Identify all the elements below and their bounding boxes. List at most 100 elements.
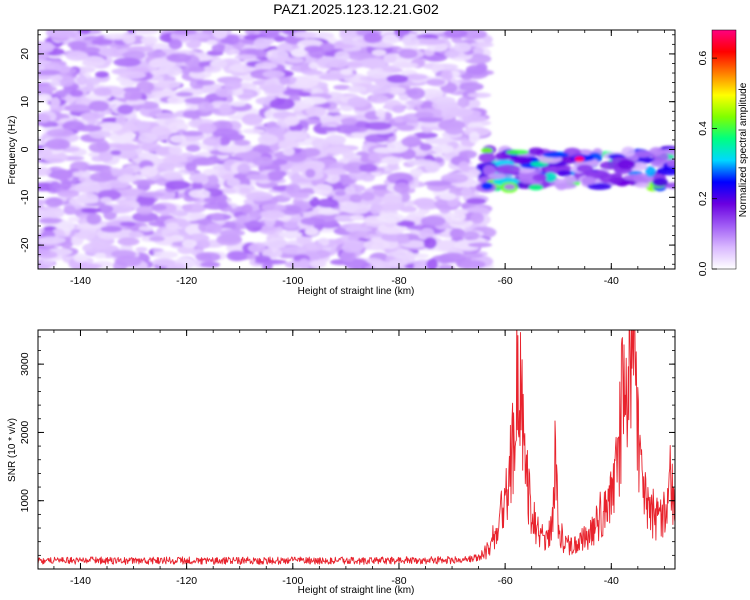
heatmap-cell — [196, 79, 215, 86]
heatmap-cell — [634, 182, 650, 188]
heatmap-cell — [171, 210, 188, 217]
x-tick-label: -140 — [70, 575, 91, 587]
heatmap-cell — [361, 174, 375, 182]
heatmap-cell — [656, 166, 675, 176]
heatmap-cell — [347, 85, 367, 93]
heatmap-cell — [446, 107, 474, 117]
heatmap-cell — [414, 111, 434, 119]
heatmap-cell — [460, 73, 473, 80]
colorbar-frame — [711, 29, 737, 270]
heatmap-cell — [381, 156, 402, 165]
heatmap-cell — [166, 222, 179, 230]
heatmap-cell — [509, 156, 532, 164]
heatmap-cell — [386, 74, 409, 84]
heatmap-cell — [79, 30, 91, 35]
heatmap-cell — [563, 175, 577, 184]
heatmap-cell — [38, 248, 51, 256]
heatmap-cell — [97, 204, 114, 214]
heatmap-cell — [167, 262, 186, 269]
heatmap-cell — [453, 42, 472, 53]
heatmap-cell — [80, 46, 101, 55]
heatmap-cell — [76, 193, 99, 204]
heatmap-cell — [132, 211, 159, 223]
heatmap-cell — [45, 197, 63, 208]
heatmap-cell — [281, 246, 309, 255]
heatmap-cell — [211, 43, 227, 53]
heatmap-cell — [382, 195, 403, 204]
heatmap-cell — [293, 31, 317, 39]
heatmap-cell — [469, 41, 494, 48]
heatmap-cell — [334, 190, 346, 197]
heatmap-cell — [458, 161, 470, 171]
x-tick-label: -100 — [282, 575, 303, 587]
heatmap-cell — [246, 174, 270, 181]
heatmap-cell — [278, 140, 300, 150]
heatmap-cell — [98, 151, 113, 162]
heatmap-cell — [202, 65, 222, 73]
heatmap-cell — [117, 174, 138, 183]
heatmap-cell — [175, 91, 194, 97]
heatmap-cell — [75, 105, 93, 112]
heatmap-cell — [189, 212, 207, 220]
heatmap-cell — [309, 260, 327, 268]
colorbar-gradient — [712, 30, 736, 269]
heatmap-cell — [113, 57, 142, 67]
heatmap-cell — [192, 157, 219, 166]
heatmap-cell — [133, 30, 159, 35]
x-tick-label: -40 — [604, 275, 619, 287]
heatmap-cell — [358, 163, 378, 173]
heatmap-cell — [279, 76, 291, 86]
heatmap-cell — [301, 69, 323, 76]
heatmap-cell — [291, 48, 307, 58]
heatmap-cell — [402, 254, 415, 264]
heatmap-cell — [304, 227, 319, 236]
heatmap-cell — [587, 182, 612, 190]
snr-y-axis-label: SNR (10 * v/v) — [7, 418, 18, 482]
heatmap-cell — [38, 93, 53, 103]
heatmap-cell — [285, 183, 301, 195]
heatmap-cell — [216, 233, 243, 246]
heatmap-cell — [440, 69, 453, 81]
heatmap-cell — [204, 222, 223, 234]
heatmap-cell — [649, 147, 664, 156]
heatmap-cell — [107, 203, 133, 214]
heatmap-cell — [470, 212, 485, 224]
heatmap-cell — [410, 168, 423, 177]
heatmap-cell — [406, 87, 426, 100]
heatmap-cell — [75, 124, 103, 132]
heatmap-cell — [234, 139, 251, 146]
heatmap-cell — [119, 79, 136, 87]
y-tick-label: -10 — [19, 190, 31, 205]
heatmap-cell — [439, 192, 457, 201]
heatmap-cell — [151, 125, 170, 136]
heatmap-cell — [217, 145, 243, 154]
heatmap-cell — [323, 168, 347, 176]
heatmap-cell — [65, 50, 89, 61]
heatmap-cell — [623, 174, 644, 181]
heatmap-cell — [234, 54, 258, 60]
heatmap-cell — [248, 243, 266, 253]
heatmap-cell — [57, 189, 80, 198]
heatmap-cell — [163, 171, 183, 181]
heatmap-cell — [200, 261, 221, 268]
heatmap-cell — [80, 207, 102, 214]
heatmap-cell — [309, 196, 320, 208]
heatmap-cell — [83, 56, 106, 67]
heatmap-cell — [304, 45, 323, 53]
heatmap-cell — [423, 237, 437, 250]
heatmap-cell — [481, 147, 493, 154]
heatmap-cell — [224, 34, 240, 45]
snr-panel: -140 -120 -100 -80 -60 -40 1000 2000 3000 Heigh… — [7, 329, 676, 596]
spectrogram-x-axis-label: Height of straight line (km) — [298, 286, 415, 297]
heatmap-cell — [396, 124, 415, 131]
snr-x-ticks: -140 -120 -100 -80 -60 -40 — [53, 330, 665, 587]
heatmap-cell — [478, 152, 496, 163]
heatmap-cell — [453, 208, 469, 215]
heatmap-cell — [223, 80, 242, 90]
heatmap-cell — [38, 204, 45, 210]
heatmap-cell — [371, 49, 387, 56]
heatmap-cell — [313, 183, 333, 196]
heatmap-cell — [262, 247, 283, 259]
heatmap-cell — [417, 117, 443, 123]
heatmap-cell — [38, 208, 46, 218]
